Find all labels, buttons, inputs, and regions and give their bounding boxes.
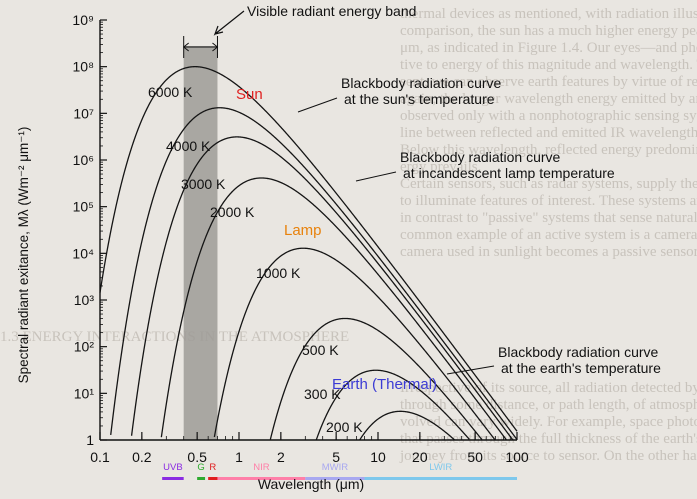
y-tick-label: 10⁴	[72, 245, 94, 261]
x-tick-label: 1	[235, 449, 243, 465]
temperature-label: 4000 K	[166, 138, 211, 154]
annotation-text: Blackbody radiation curve at the earth's …	[498, 344, 661, 376]
spectrum-strip: UVB G R NIR MWIR LWIR	[162, 462, 517, 480]
y-tick-label: 10²	[74, 339, 95, 355]
spectrum-band	[208, 477, 218, 480]
curve-1000k	[213, 247, 496, 441]
band-pointer-arrow	[213, 10, 245, 36]
y-tick-label: 10⁹	[72, 12, 94, 28]
background-text-line: line between reflected and emitted IR wa…	[400, 125, 697, 141]
x-tick-label: 0.5	[187, 449, 207, 465]
spectrum-band-label: LWIR	[429, 462, 452, 473]
background-text-line: ergy prevails.	[400, 159, 482, 175]
spectrum-band-label: UVB	[163, 462, 183, 473]
spectrum-band-label: MWIR	[322, 462, 349, 473]
x-tick-label: 5	[332, 449, 340, 465]
background-text-line: 1.3 ENERGY INTERACTIONS IN THE ATMOSPHER…	[0, 329, 350, 345]
labels-group: 6000 K 4000 K 3000 K 2000 K 1000 K 500 K 300 K…	[148, 3, 661, 435]
temperature-label: 6000 K	[148, 84, 193, 100]
annotation-text: Blackbody radiation curve at the sun's te…	[341, 75, 502, 107]
spectrum-band	[364, 477, 517, 480]
x-tick-label: 10	[370, 449, 386, 465]
temperature-label: 2000 K	[210, 204, 255, 220]
background-text-line: Certain sensors, such as radar systems, …	[400, 176, 697, 192]
annotation-line: at the sun's temperature	[344, 91, 495, 107]
curve-2000k	[160, 177, 507, 441]
curve-6000k	[99, 66, 518, 432]
y-tick-label: 1	[86, 432, 94, 448]
background-text-line: Irrespective of its source, all radiatio…	[400, 380, 697, 396]
background-text-line: thermal devices as mentioned, with radia…	[400, 6, 697, 22]
annotation-line: at incandescent lamp temperature	[403, 165, 615, 181]
x-tick-label: 20	[412, 449, 428, 465]
y-tick-label: 10⁷	[73, 105, 94, 121]
temperature-label: 300 K	[304, 386, 341, 402]
background-text-line: through some distance, or path length, o…	[400, 397, 697, 413]
background-text-line: comparison, the sun has a much higher en…	[400, 23, 697, 39]
x-tick-label: 100	[505, 449, 529, 465]
curves-group	[99, 66, 518, 441]
x-tick-label: 0.2	[132, 449, 152, 465]
annotation-leader	[446, 365, 495, 375]
temperature-label: 1000 K	[256, 265, 301, 281]
temperature-label: 200 K	[326, 419, 363, 435]
x-tick-label: 2	[277, 449, 285, 465]
background-text-line: in contrast to "passive" systems that se…	[400, 210, 697, 226]
y-tick-label: 10³	[74, 292, 95, 308]
annotation-line: Blackbody radiation curve	[341, 75, 502, 91]
spectrum-band-label: G	[197, 462, 204, 473]
curve-200k	[359, 410, 455, 441]
background-text-line: again, the longer wavelength energy emit…	[400, 91, 697, 107]
y-axis-label: Spectral radiant exitance, Mλ (Wm⁻² μm⁻¹…	[16, 127, 31, 384]
visible-band	[183, 46, 218, 440]
callout-label: Earth (Thermal)	[332, 376, 437, 393]
background-text-line: common example of an active system is a …	[400, 227, 697, 243]
annotation-line: at the earth's temperature	[501, 360, 661, 376]
visible-band-label: Visible radiant energy band	[247, 3, 416, 19]
curve-300k	[315, 369, 470, 441]
y-tick-label: 10¹	[74, 385, 95, 401]
annotation-text: Blackbody radiation curve at incandescent…	[400, 149, 615, 181]
temperature-label: 500 K	[302, 342, 339, 358]
axes-group: 1 10¹ 10² 10³ 10⁴ 10⁵ 10⁶ 10⁷ 10⁸ 10⁹ 0.1 0.2 0.5 1 2 5…	[72, 12, 528, 465]
temperature-label: 3000 K	[181, 176, 226, 192]
spectrum-band	[305, 477, 365, 480]
spectrum-band	[162, 477, 184, 480]
annotation-leader	[297, 97, 338, 113]
curve-3000k	[130, 136, 514, 441]
y-tick-label: 10⁶	[73, 152, 94, 168]
y-tick-label: 10⁵	[73, 199, 94, 215]
background-text-line: camera used in sunlight becomes a passiv…	[400, 244, 697, 260]
spectrum-band	[217, 477, 306, 480]
y-tick-label: 10⁸	[73, 59, 95, 75]
background-text-line: volved can vary widely. For example, spa…	[400, 414, 697, 430]
curve-500k	[269, 317, 483, 440]
callout-label: Lamp	[284, 222, 322, 239]
background-text-line: Below this wavelength, reflected energy …	[400, 142, 697, 158]
annotation-leader	[355, 171, 397, 182]
callout-label: Sun	[236, 86, 263, 103]
annotation-line: Blackbody radiation curve	[498, 344, 659, 360]
background-text-line: observed only with a nonphotographic sen…	[400, 108, 697, 124]
background-text-line: that passes through the full thickness o…	[400, 431, 697, 447]
spectrum-band	[197, 477, 206, 480]
band-bracket-arrows	[182, 42, 219, 52]
x-tick-label: 50	[467, 449, 483, 465]
background-text-line: to illuminate features of interest. Thes…	[400, 193, 697, 209]
background-text-line: tive to energy of this magnitude and wav…	[400, 57, 697, 73]
x-axis-label: Wavelength (μm)	[258, 476, 364, 492]
x-tick-label: 0.1	[90, 449, 110, 465]
spectrum-band-label: R	[209, 462, 216, 473]
spectrum-band-label: NIR	[253, 462, 270, 473]
background-text-line: journey from its source to sensor. On th…	[400, 448, 697, 464]
background-text-line: μm, as indicated in Figure 1.4. Our eyes…	[400, 40, 697, 56]
curve-4000k	[110, 107, 518, 440]
background-text-line: sent, we can observe earth features by v…	[400, 74, 697, 90]
annotation-line: Blackbody radiation curve	[400, 149, 561, 165]
